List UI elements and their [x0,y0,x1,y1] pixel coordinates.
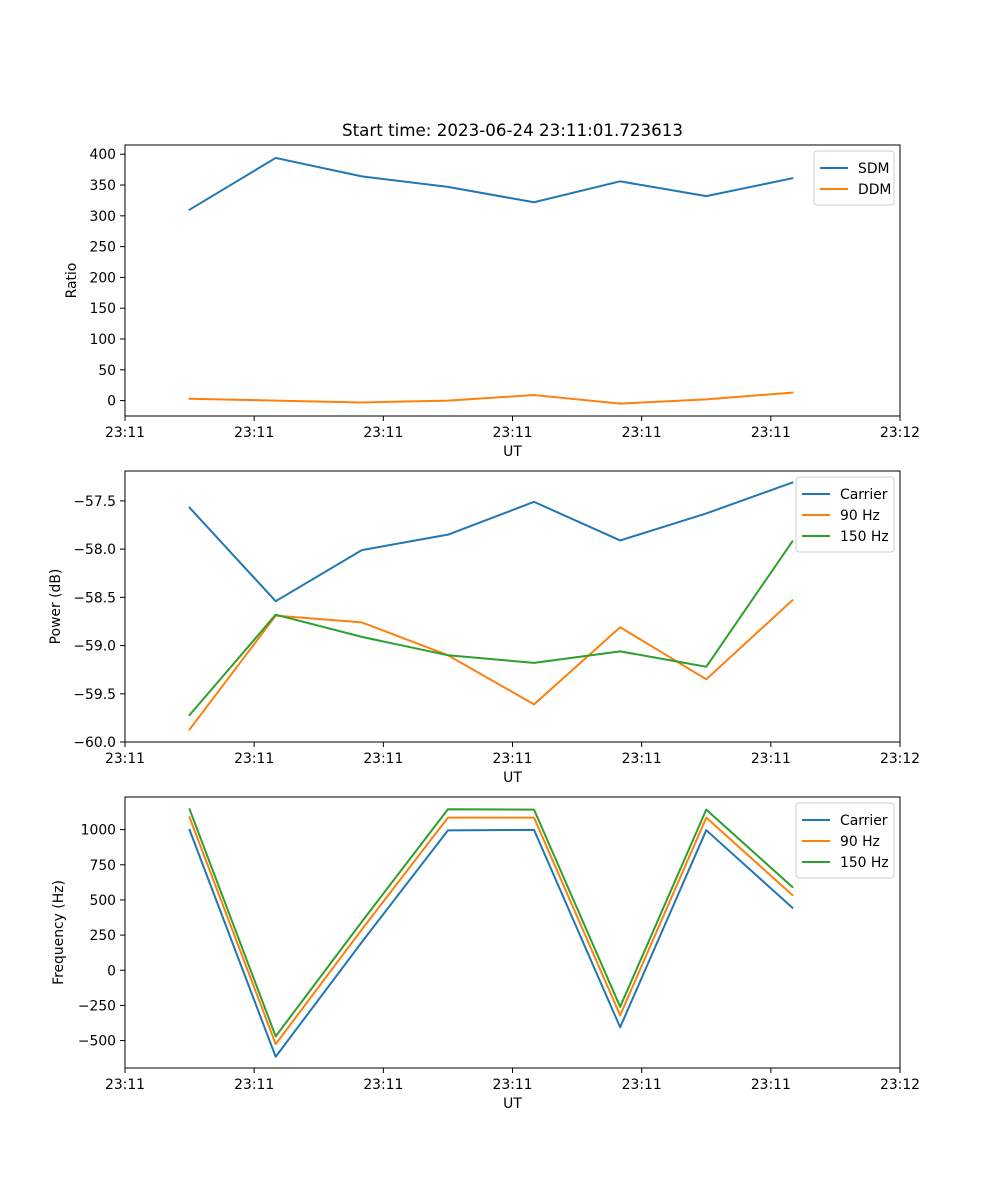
y-tick-label: 150 [89,301,116,317]
chart-title: Start time: 2023-06-24 23:11:01.723613 [342,120,683,140]
y-tick-label: 0 [107,963,116,979]
legend-box [813,150,895,206]
y-tick-label: −500 [78,1034,116,1050]
y-tick-label: 300 [89,209,116,225]
axes-frame [124,796,901,1069]
legend: SDM DDM [813,150,895,206]
series-line-carrier [188,828,794,1058]
x-tick-label: 23:12 [880,1077,920,1093]
y-tick-label: 250 [89,928,116,944]
y-tick-label: −59.5 [73,687,116,703]
legend-box [795,476,895,553]
x-tick-label: 23:11 [363,751,403,767]
y-axis-label: Power (dB) [48,569,64,645]
y-tick-label: −58.0 [73,542,116,558]
x-tick-label: 23:12 [880,425,920,441]
legend-label: 90 Hz [840,508,880,524]
y-axis-label: Frequency (Hz) [51,880,67,985]
x-tick-label: 23:11 [492,1077,532,1093]
x-tick-label: 23:11 [234,425,274,441]
x-axis-label: UT [503,770,522,786]
x-tick-label: 23:11 [492,425,532,441]
chart-panel-3: 23:11 23:11 23:11 23:11 23:11 23:11 23:12 −500 −… [51,796,920,1112]
y-tick-label: −60.0 [73,735,116,751]
series-line-90-hz [188,816,794,1046]
x-tick-label: 23:11 [751,1077,791,1093]
y-tick-label: 250 [89,240,116,256]
legend-label: DDM [858,182,891,198]
x-tick-label: 23:11 [363,1077,403,1093]
y-tick-label: 400 [89,147,116,163]
series-line-150-hz [188,807,794,1038]
y-tick-label: 500 [89,893,116,909]
legend-label: Carrier [840,813,888,829]
y-tick-label: 750 [89,858,116,874]
legend-label: Carrier [840,487,888,503]
x-tick-label: 23:11 [234,751,274,767]
x-axis-label: UT [503,1096,522,1112]
x-tick-label: 23:11 [751,425,791,441]
x-tick-label: 23:11 [622,425,662,441]
x-tick-label: 23:12 [880,751,920,767]
y-tick-label: 1000 [81,823,116,839]
legend: Carrier 90 Hz 150 Hz [795,476,895,553]
x-tick-label: 23:11 [105,1077,145,1093]
x-tick-label: 23:11 [492,751,532,767]
y-tick-label: −58.5 [73,590,116,606]
x-tick-label: 23:11 [622,751,662,767]
y-tick-label: 350 [89,178,116,194]
y-tick-label: 100 [89,332,116,348]
y-tick-label: 0 [107,394,116,410]
series-line-90-hz [188,598,794,731]
legend-label: SDM [858,161,890,177]
legend-label: 90 Hz [840,834,880,850]
series-line-carrier [188,481,794,603]
series-line-ddm [188,391,794,405]
y-tick-label: 50 [98,363,116,379]
axes-frame [124,144,901,417]
x-tick-label: 23:11 [105,425,145,441]
y-axis-label: Ratio [64,263,80,299]
x-tick-label: 23:11 [751,751,791,767]
x-tick-label: 23:11 [105,751,145,767]
y-tick-label: −57.5 [73,494,116,510]
legend: Carrier 90 Hz 150 Hz [795,802,895,879]
x-tick-label: 23:11 [363,425,403,441]
axes-frame [124,470,901,743]
y-tick-label: 200 [89,270,116,286]
y-tick-label: −59.0 [73,639,116,655]
legend-label: 150 Hz [840,855,889,871]
legend-label: 150 Hz [840,529,889,545]
chart-panel-2: 23:11 23:11 23:11 23:11 23:11 23:11 23:12 −60.0… [48,470,920,786]
x-tick-label: 23:11 [622,1077,662,1093]
chart-panel-1: Start time: 2023-06-24 23:11:01.723613 23… [64,120,920,460]
series-line-150-hz [188,540,794,717]
x-axis-label: UT [503,444,522,460]
y-tick-label: −250 [78,998,116,1014]
legend-box [795,802,895,879]
series-line-sdm [188,156,794,212]
x-tick-label: 23:11 [234,1077,274,1093]
